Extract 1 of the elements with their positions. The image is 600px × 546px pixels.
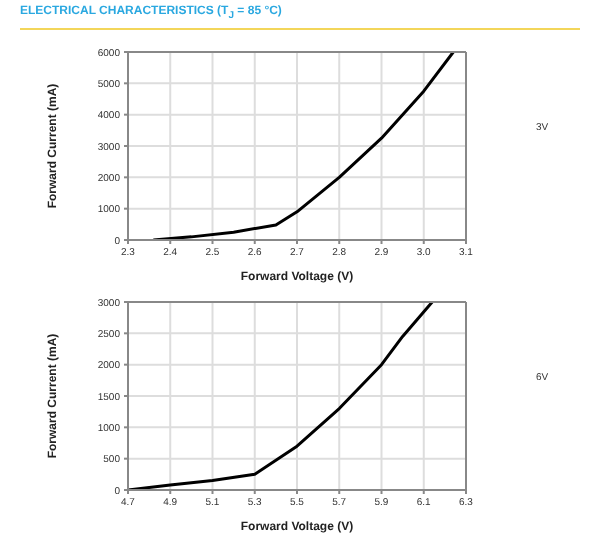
line-series xyxy=(151,52,455,241)
